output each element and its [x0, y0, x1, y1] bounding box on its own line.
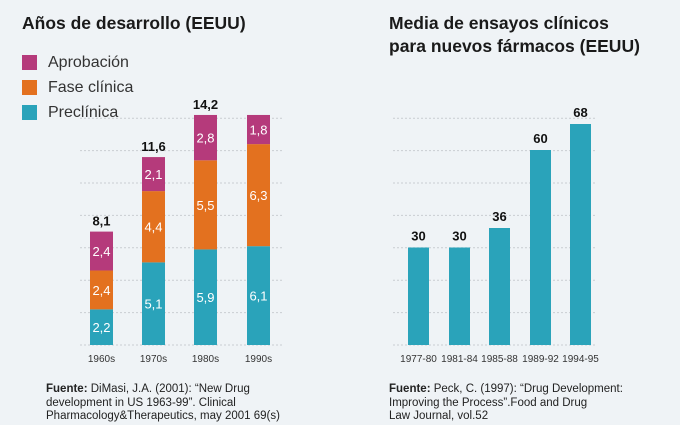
legend-swatch	[22, 55, 37, 70]
legend-item-fase-clinica: Fase clínica	[22, 75, 133, 100]
segment-label: 6,1	[249, 289, 267, 304]
segment-label: 5,5	[196, 198, 214, 213]
bar-segment	[142, 191, 165, 263]
bar	[530, 150, 551, 345]
source-line: DiMasi, J.A. (2001): “New Drug	[90, 383, 250, 395]
source-line: Peck, C. (1997): “Drug Development:	[433, 383, 623, 395]
legend-label: Aprobación	[48, 53, 129, 71]
source-line: Pharmacology&Therapeutics, may 2001 69(s…	[46, 410, 280, 422]
value-label: 60	[533, 131, 547, 146]
value-label: 36	[492, 209, 506, 224]
value-label: 68	[573, 105, 587, 120]
total-label: 14,2	[193, 97, 218, 112]
value-label: 30	[452, 229, 466, 244]
x-tick-label: 1977-80	[400, 354, 437, 365]
left-source: Fuente: DiMasi, J.A. (2001): “New Drug d…	[46, 383, 280, 424]
bar-segment	[194, 160, 217, 250]
segment-label: 2,4	[92, 283, 110, 298]
bar-segment	[142, 262, 165, 345]
bar	[449, 247, 470, 345]
x-tick-label: 1990s	[245, 354, 272, 365]
legend: Aprobación Fase clínica Preclínica	[22, 50, 133, 125]
right-source: Fuente: Peck, C. (1997): “Drug Developme…	[389, 383, 623, 424]
bar	[408, 247, 429, 345]
bar	[489, 228, 510, 345]
legend-label: Preclínica	[48, 103, 119, 121]
right-title-line-1: Media de ensayos clínicos	[389, 13, 609, 33]
source-line: development in US 1963-99”. Clinical	[46, 396, 236, 409]
bar	[570, 124, 591, 345]
legend-item-aprobacion: Aprobación	[22, 50, 133, 75]
segment-label: 2,4	[92, 244, 110, 259]
x-tick-label: 1960s	[88, 354, 115, 365]
segment-label: 6,3	[249, 188, 267, 203]
x-tick-label: 1989-92	[522, 354, 559, 365]
total-label: 8,1	[92, 214, 110, 229]
bar-segment	[90, 231, 113, 271]
segment-label: 1,8	[249, 123, 267, 138]
source-label: Fuente:	[46, 383, 88, 395]
x-tick-label: 1970s	[140, 354, 167, 365]
segment-label: 2,1	[144, 167, 162, 182]
bar-segment	[142, 157, 165, 192]
legend-item-preclinica: Preclínica	[22, 100, 133, 125]
source-label: Fuente:	[389, 383, 431, 395]
left-chart-title: Años de desarrollo (EEUU)	[22, 13, 246, 33]
x-tick-label: 1985-88	[481, 354, 518, 365]
bar-segment	[247, 246, 270, 345]
bar-segment	[247, 114, 270, 145]
bar-segment	[194, 249, 217, 345]
source-line: Improving the Process”.Food and Drug	[389, 396, 588, 409]
segment-label: 4,4	[144, 220, 162, 235]
segment-label: 2,8	[196, 131, 214, 146]
x-tick-label: 1994-95	[562, 354, 599, 365]
segment-label: 5,9	[196, 290, 214, 305]
right-title-line-2: para nuevos fármacos (EEUU)	[389, 36, 640, 56]
legend-label: Fase clínica	[48, 78, 134, 96]
segment-label: 2,2	[92, 320, 110, 335]
bar-segment	[194, 114, 217, 161]
source-line: Law Journal, vol.52	[389, 410, 489, 422]
legend-swatch	[22, 80, 37, 95]
bar-segment	[247, 144, 270, 247]
total-label: 11,6	[141, 139, 166, 154]
segment-label: 5,1	[144, 297, 162, 312]
value-label: 30	[411, 229, 425, 244]
legend-swatch	[22, 105, 37, 120]
x-tick-label: 1981-84	[441, 354, 478, 365]
x-tick-label: 1980s	[192, 354, 219, 365]
bar-segment	[90, 309, 113, 345]
bar-segment	[90, 270, 113, 310]
right-chart-title: Media de ensayos clínicos para nuevos fá…	[389, 12, 640, 58]
